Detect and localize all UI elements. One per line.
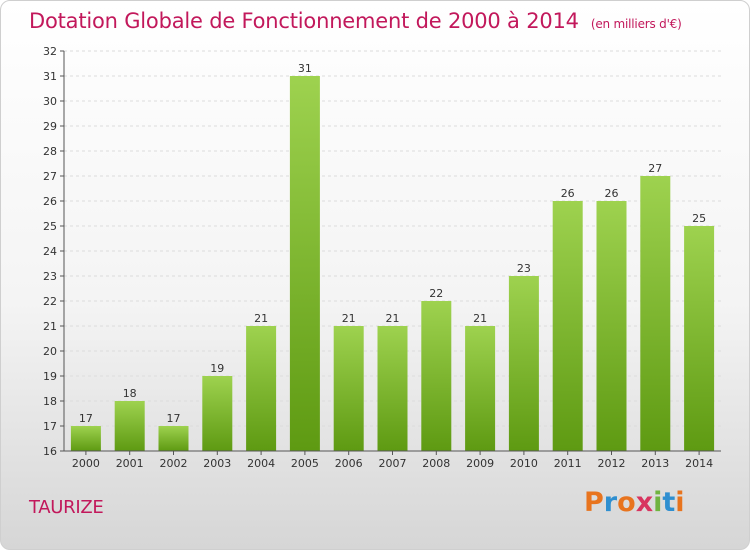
x-tick-label-2009: 2009 bbox=[466, 457, 494, 470]
data-label-2000: 17 bbox=[79, 412, 93, 425]
data-label-2010: 23 bbox=[517, 262, 531, 275]
data-label-2009: 21 bbox=[473, 312, 487, 325]
x-tick-label-2008: 2008 bbox=[422, 457, 450, 470]
bar-2011 bbox=[552, 201, 583, 451]
y-tick-label: 21 bbox=[43, 320, 57, 333]
logo-letter: P bbox=[584, 487, 604, 518]
data-label-2001: 18 bbox=[123, 387, 137, 400]
bar-2003 bbox=[202, 376, 233, 451]
logo-letter: o bbox=[617, 487, 636, 518]
chart-title-text: Dotation Globale de Fonctionnement de 20… bbox=[29, 9, 579, 33]
data-label-2005: 31 bbox=[298, 62, 312, 75]
chart-title: Dotation Globale de Fonctionnement de 20… bbox=[29, 9, 682, 33]
bar-2013 bbox=[640, 176, 671, 451]
bars bbox=[70, 76, 715, 451]
bar-2012 bbox=[596, 201, 627, 451]
y-tick-label: 16 bbox=[43, 445, 57, 458]
data-label-2008: 22 bbox=[429, 287, 443, 300]
x-tick-label-2000: 2000 bbox=[72, 457, 100, 470]
x-tick-label-2010: 2010 bbox=[510, 457, 538, 470]
logo-letter: t bbox=[662, 487, 676, 518]
logo-letter: i bbox=[653, 487, 663, 518]
y-tick-label: 23 bbox=[43, 270, 57, 283]
data-label-2007: 21 bbox=[386, 312, 400, 325]
y-tick-label: 30 bbox=[43, 95, 57, 108]
commune-name: TAURIZE bbox=[29, 497, 104, 518]
y-tick-label: 20 bbox=[43, 345, 57, 358]
logo-letter: i bbox=[675, 487, 685, 518]
x-tick-label-2003: 2003 bbox=[203, 457, 231, 470]
y-tick-label: 32 bbox=[43, 45, 57, 58]
data-label-2012: 26 bbox=[605, 187, 619, 200]
x-tick-label-2011: 2011 bbox=[554, 457, 582, 470]
axes bbox=[60, 50, 721, 455]
labels: 16 17 18 19 20 21 22 23 24 25 26 27 28 29 30 31 32 17 2000… bbox=[43, 45, 713, 470]
bar-2007 bbox=[377, 326, 408, 451]
logo-letter: r bbox=[603, 487, 618, 518]
logo-letter: x bbox=[635, 487, 654, 518]
y-tick-label: 25 bbox=[43, 220, 57, 233]
y-tick-label: 27 bbox=[43, 170, 57, 183]
bar-2002 bbox=[158, 426, 189, 451]
y-tick-label: 18 bbox=[43, 395, 57, 408]
y-tick-label: 17 bbox=[43, 420, 57, 433]
data-label-2004: 21 bbox=[254, 312, 268, 325]
proxiti-logo: Proxiti bbox=[584, 487, 685, 518]
y-tick-label: 22 bbox=[43, 295, 57, 308]
bar-2000 bbox=[70, 426, 101, 451]
bar-2014 bbox=[684, 226, 715, 451]
data-label-2011: 26 bbox=[561, 187, 575, 200]
data-label-2006: 21 bbox=[342, 312, 356, 325]
y-tick-label: 28 bbox=[43, 145, 57, 158]
bar-2008 bbox=[421, 301, 452, 451]
y-tick-label: 24 bbox=[43, 245, 57, 258]
x-tick-label-2004: 2004 bbox=[247, 457, 275, 470]
data-label-2003: 19 bbox=[210, 362, 224, 375]
x-tick-label-2006: 2006 bbox=[335, 457, 363, 470]
data-label-2014: 25 bbox=[692, 212, 706, 225]
y-tick-label: 26 bbox=[43, 195, 57, 208]
x-tick-label-2001: 2001 bbox=[116, 457, 144, 470]
x-tick-label-2012: 2012 bbox=[598, 457, 626, 470]
y-tick-label: 29 bbox=[43, 120, 57, 133]
bar-2006 bbox=[333, 326, 364, 451]
bar-2004 bbox=[246, 326, 277, 451]
chart-subtitle: (en milliers d'€) bbox=[590, 17, 682, 31]
bar-2010 bbox=[508, 276, 539, 451]
bar-2005 bbox=[289, 76, 320, 451]
x-tick-label-2013: 2013 bbox=[641, 457, 669, 470]
x-tick-label-2002: 2002 bbox=[160, 457, 188, 470]
y-tick-label: 19 bbox=[43, 370, 57, 383]
x-tick-label-2014: 2014 bbox=[685, 457, 713, 470]
bar-2009 bbox=[465, 326, 496, 451]
x-tick-label-2007: 2007 bbox=[379, 457, 407, 470]
data-label-2002: 17 bbox=[167, 412, 181, 425]
data-label-2013: 27 bbox=[648, 162, 662, 175]
bar-2001 bbox=[114, 401, 145, 451]
x-tick-label-2005: 2005 bbox=[291, 457, 319, 470]
y-tick-label: 31 bbox=[43, 70, 57, 83]
